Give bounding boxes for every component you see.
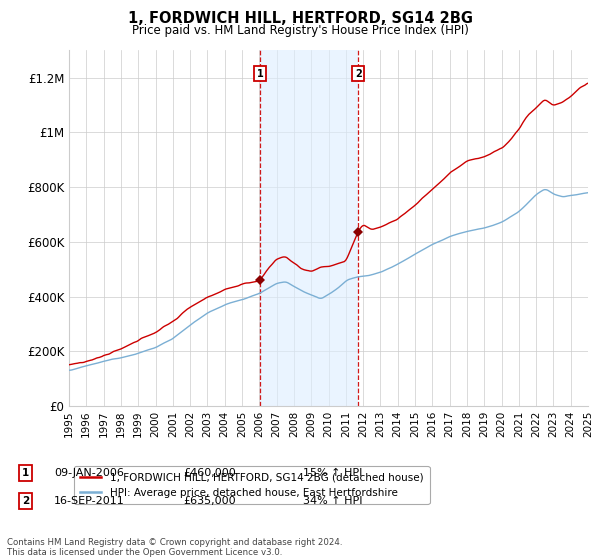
Text: Contains HM Land Registry data © Crown copyright and database right 2024.
This d: Contains HM Land Registry data © Crown c… xyxy=(7,538,343,557)
Text: 1: 1 xyxy=(22,468,29,478)
Text: 2: 2 xyxy=(22,496,29,506)
Text: 2: 2 xyxy=(355,68,362,78)
Bar xyxy=(260,50,358,406)
Text: 16-SEP-2011: 16-SEP-2011 xyxy=(54,496,125,506)
Text: 09-JAN-2006: 09-JAN-2006 xyxy=(54,468,124,478)
Text: 15% ↑ HPI: 15% ↑ HPI xyxy=(303,468,362,478)
Text: £460,000: £460,000 xyxy=(183,468,236,478)
Text: 1: 1 xyxy=(256,68,263,78)
Text: 1, FORDWICH HILL, HERTFORD, SG14 2BG: 1, FORDWICH HILL, HERTFORD, SG14 2BG xyxy=(128,11,473,26)
Text: £635,000: £635,000 xyxy=(183,496,236,506)
Text: 34% ↑ HPI: 34% ↑ HPI xyxy=(303,496,362,506)
Text: Price paid vs. HM Land Registry's House Price Index (HPI): Price paid vs. HM Land Registry's House … xyxy=(131,24,469,36)
Legend: 1, FORDWICH HILL, HERTFORD, SG14 2BG (detached house), HPI: Average price, detac: 1, FORDWICH HILL, HERTFORD, SG14 2BG (de… xyxy=(74,466,430,504)
